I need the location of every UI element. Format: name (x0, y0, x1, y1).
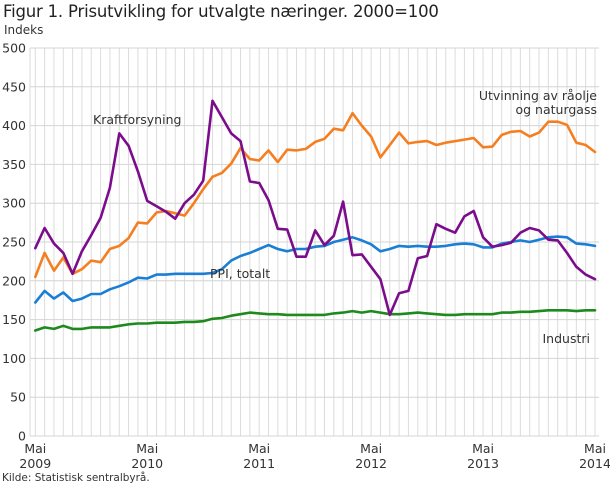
series-label: Kraftforsyning (93, 112, 181, 127)
series-label: og naturgass (515, 102, 597, 117)
x-tick-label-month: Mai (24, 441, 46, 456)
x-tick-label-year: 2009 (19, 456, 51, 471)
series-lines (33, 99, 597, 332)
y-tick-label: 450 (2, 79, 26, 94)
x-tick-label-month: Mai (360, 441, 382, 456)
x-tick-label-year: 2013 (467, 456, 499, 471)
series-line-kraftforsyning (33, 99, 597, 317)
y-tick-labels: 0 50 100 150 200 250 300 350 400 450 500 (2, 41, 26, 444)
x-tick-label-month: Mai (248, 441, 270, 456)
y-tick-label: 500 (2, 41, 26, 56)
y-tick-label: 100 (2, 351, 26, 366)
series-label: PPI, totalt (210, 266, 270, 281)
x-tick-label-year: 2012 (355, 456, 387, 471)
series-line-industri (33, 308, 597, 332)
x-tick-label-month: Mai (472, 441, 494, 456)
y-tick-label: 150 (2, 312, 26, 327)
y-tick-label: 50 (10, 390, 26, 405)
x-tick-label-year: 2014 (579, 456, 610, 471)
y-tick-label: 0 (18, 429, 26, 444)
series-line-utvinning-av-r-olje-og-naturgass (33, 111, 597, 279)
y-tick-label: 400 (2, 118, 26, 133)
y-tick-label: 250 (2, 235, 26, 250)
x-tick-labels: Mai2009Mai2010Mai2011Mai2012Mai2013Mai20… (19, 441, 610, 471)
chart-title: Figur 1. Prisutvikling for utvalgte næri… (3, 2, 439, 21)
x-tick-label-month: Mai (136, 441, 158, 456)
x-tick-label-year: 2011 (243, 456, 275, 471)
y-axis-label: Indeks (4, 23, 44, 37)
series-line-ppi-totalt (33, 235, 597, 304)
x-tick-label-month: Mai (584, 441, 606, 456)
series-label: Utvinning av råolje (479, 88, 597, 103)
y-tick-label: 200 (2, 273, 26, 288)
source-note: Kilde: Statistisk sentralbyrå. (2, 472, 150, 484)
y-tick-label: 300 (2, 196, 26, 211)
series-label: Industri (543, 331, 591, 346)
x-tick-label-year: 2010 (131, 456, 163, 471)
y-tick-label: 350 (2, 157, 26, 172)
